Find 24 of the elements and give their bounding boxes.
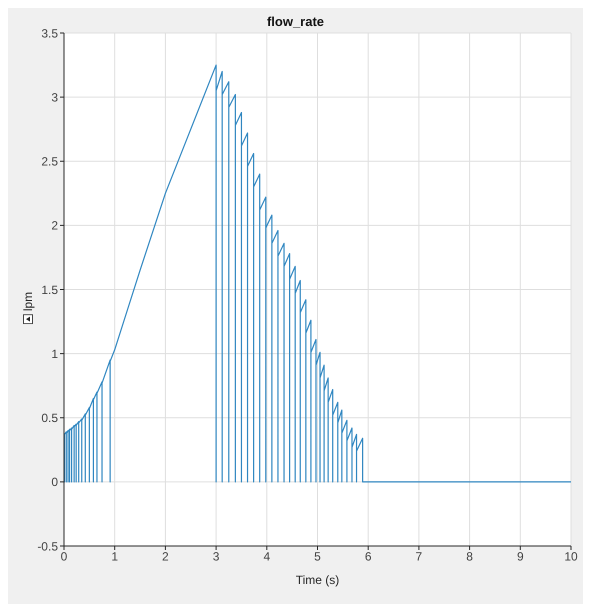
x-tick-label: 10	[564, 550, 578, 564]
x-tick-label: 4	[263, 550, 270, 564]
y-tick-label: 1	[51, 346, 58, 361]
y-tick-label: 2	[51, 218, 58, 233]
line-series	[64, 64, 571, 482]
x-tick-label: 5	[314, 550, 322, 564]
x-tick-label: 3	[212, 550, 220, 564]
y-tick-label: 2.5	[41, 154, 58, 169]
y-tick-label: 0	[51, 475, 58, 490]
y-tick-label: 0.5	[41, 411, 58, 426]
y-tick-label: 3	[51, 90, 58, 104]
x-tick-label: 2	[162, 550, 170, 564]
x-tick-label: 8	[466, 550, 474, 564]
x-tick-label: 6	[364, 550, 372, 564]
x-tick-label: 9	[516, 550, 524, 564]
y-axis-title: lpm	[21, 292, 35, 312]
y-tick-label: 3.5	[41, 26, 58, 40]
x-tick-label: 7	[416, 550, 423, 564]
y-tick-label: -0.5	[37, 539, 58, 554]
x-tick-label: 0	[60, 550, 68, 564]
y-tick-label: 1.5	[41, 282, 58, 297]
x-axis-title: Time (s)	[296, 573, 340, 587]
chart-title: flow_rate	[266, 14, 324, 29]
x-tick-label: 1	[111, 550, 118, 564]
